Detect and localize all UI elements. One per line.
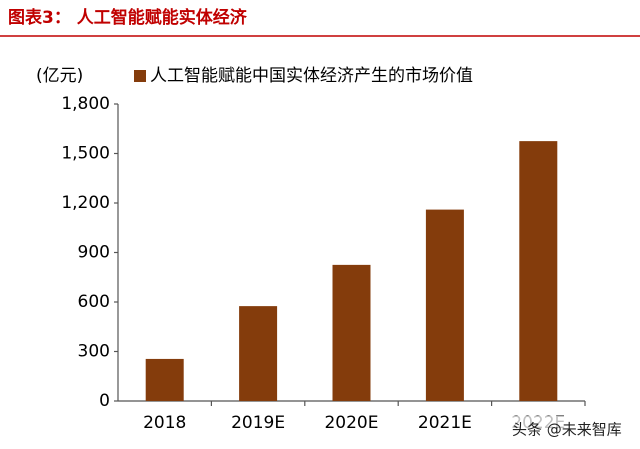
- bar: [145, 358, 184, 401]
- bar: [332, 264, 371, 401]
- bar: [519, 141, 558, 401]
- x-tick-label: 2020E: [324, 413, 378, 433]
- watermark: 头条 @未来智库: [512, 421, 622, 439]
- y-tick-label: 1,800: [61, 94, 110, 114]
- y-tick-label: 1,200: [61, 193, 110, 213]
- bar: [239, 306, 278, 401]
- x-tick-label: 2021E: [418, 413, 472, 433]
- y-tick-label: 900: [78, 243, 110, 263]
- unit-label: (亿元): [36, 66, 83, 86]
- watermark-bg: [505, 416, 635, 444]
- y-tick-label: 300: [78, 342, 110, 362]
- legend-label: 人工智能赋能中国实体经济产生的市场价值: [150, 66, 473, 86]
- y-tick-label: 1,500: [61, 144, 110, 164]
- y-tick-label: 600: [78, 292, 110, 312]
- bar: [425, 209, 464, 401]
- chart-title: 图表3： 人工智能赋能实体经济: [8, 7, 248, 28]
- x-tick-label: 2018: [143, 413, 186, 433]
- x-tick-label: 2019E: [231, 413, 285, 433]
- legend-swatch: [134, 70, 146, 82]
- y-tick-label: 0: [99, 391, 110, 411]
